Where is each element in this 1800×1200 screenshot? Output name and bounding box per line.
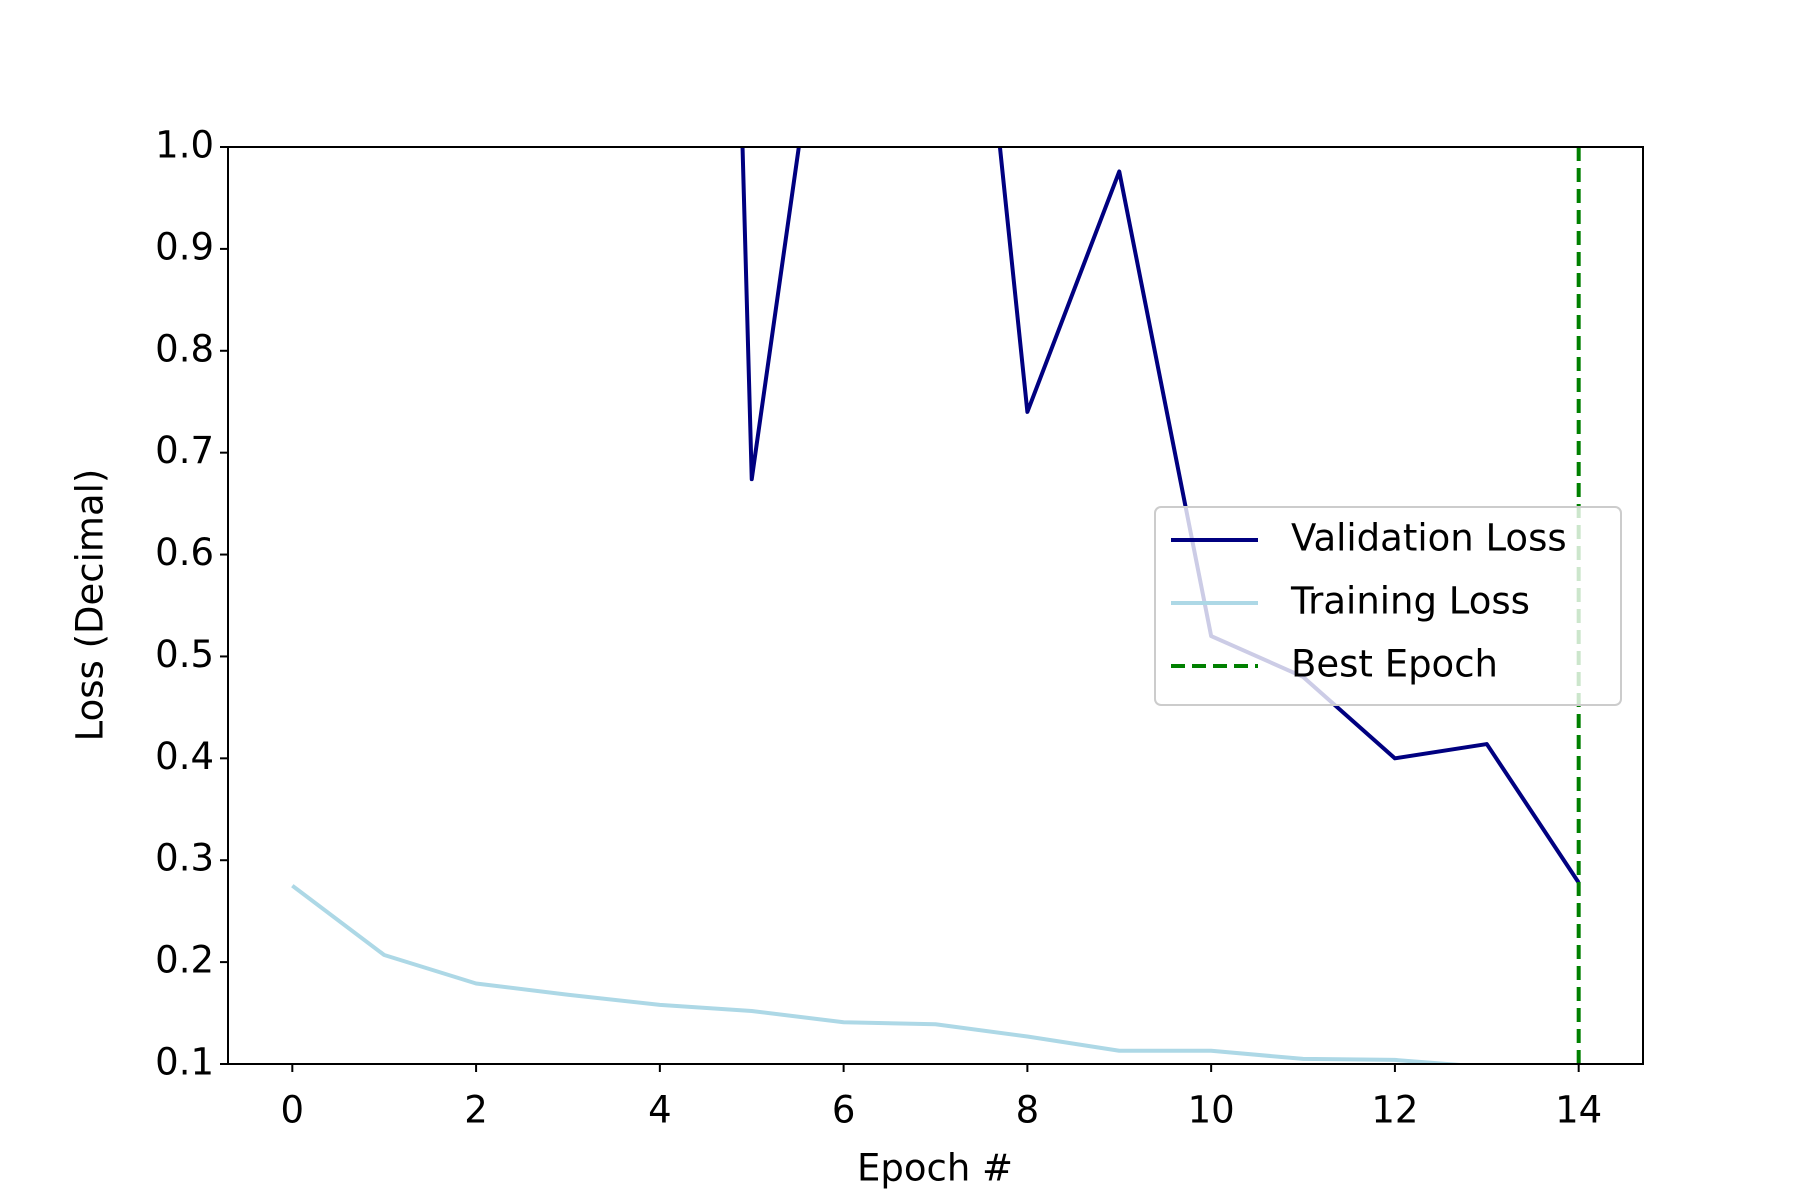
y-tick-label: 0.6 (155, 531, 214, 574)
legend-label: Training Loss (1290, 580, 1530, 623)
y-tick-label: 0.1 (155, 1041, 214, 1084)
legend-label: Validation Loss (1291, 517, 1567, 560)
series-line (740, 147, 1581, 884)
x-tick-label: 14 (1555, 1089, 1602, 1132)
y-tick-label: 0.2 (155, 939, 214, 982)
y-tick-label: 1.0 (155, 124, 214, 167)
x-tick-label: 10 (1188, 1089, 1235, 1132)
legend-label: Best Epoch (1291, 643, 1498, 686)
plot-area (291, 147, 1581, 1064)
x-tick-label: 12 (1371, 1089, 1418, 1132)
y-axis-label: Loss (Decimal) (69, 469, 112, 742)
plot-frame (227, 146, 1644, 1065)
x-tick-label: 4 (648, 1089, 672, 1132)
series-line (291, 884, 1474, 1064)
x-tick-label: 0 (281, 1089, 305, 1132)
x-tick-label: 2 (464, 1089, 488, 1132)
y-tick-label: 0.9 (155, 225, 214, 268)
x-tick-label: 6 (832, 1089, 856, 1132)
y-tick-label: 0.5 (155, 633, 214, 676)
y-tick-label: 0.7 (155, 429, 214, 472)
y-tick-label: 0.4 (155, 735, 214, 778)
y-tick-label: 0.8 (155, 327, 214, 370)
y-tick-label: 0.3 (155, 837, 214, 880)
x-axis-label: Epoch # (857, 1147, 1013, 1190)
legend-box (1154, 506, 1622, 706)
x-tick-label: 8 (1016, 1089, 1040, 1132)
